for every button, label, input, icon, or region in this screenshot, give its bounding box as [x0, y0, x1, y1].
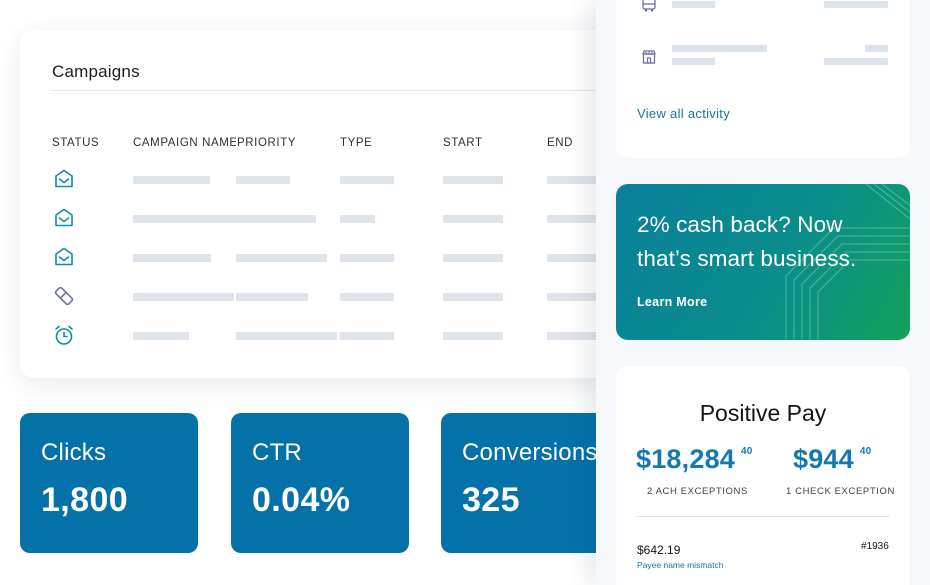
table-row[interactable] — [20, 167, 660, 197]
decorative-lines-graphic — [785, 184, 910, 340]
campaign-name-placeholder — [133, 332, 189, 340]
learn-more-link[interactable]: Learn More — [637, 295, 708, 309]
priority-placeholder — [236, 176, 290, 184]
type-placeholder — [340, 254, 394, 262]
alarm-clock-icon — [55, 325, 73, 345]
type-placeholder — [340, 293, 394, 301]
campaigns-divider — [50, 90, 630, 91]
ach-exceptions-amount[interactable]: $18,284 40 — [636, 444, 753, 475]
activity-placeholder — [672, 58, 715, 65]
activity-amount-placeholder — [824, 1, 888, 8]
end-placeholder — [547, 332, 607, 340]
table-row[interactable] — [20, 206, 660, 236]
right-panel: View all activity 2% cash back? Now that… — [596, 0, 930, 585]
campaigns-card: Campaigns STATUS CAMPAIGN NAME PRIORITY … — [20, 30, 660, 378]
metric-card-ctr[interactable]: CTR 0.04% — [231, 413, 409, 553]
start-placeholder — [443, 176, 503, 184]
check-amount-dollars: $944 — [793, 444, 854, 474]
activity-row[interactable] — [616, 45, 910, 68]
activity-placeholder — [672, 45, 767, 52]
type-placeholder — [340, 332, 394, 340]
activity-row[interactable] — [616, 0, 910, 16]
start-placeholder — [443, 254, 503, 262]
campaign-name-placeholder — [133, 176, 210, 184]
end-placeholder — [547, 254, 607, 262]
column-header-start[interactable]: START — [443, 137, 483, 149]
check-exceptions-amount[interactable]: $944 40 — [793, 444, 871, 475]
metric-value: 325 — [462, 481, 520, 519]
campaigns-title: Campaigns — [52, 62, 140, 81]
activity-card: View all activity — [616, 0, 910, 158]
positive-pay-title: Positive Pay — [699, 400, 827, 426]
view-all-activity-link[interactable]: View all activity — [637, 106, 731, 121]
envelope-icon — [55, 169, 73, 188]
metric-value: 1,800 — [41, 481, 129, 519]
activity-placeholder — [672, 1, 715, 8]
exception-item-note: Payee name mismatch — [637, 560, 724, 570]
ach-exceptions-label: 2 ACH EXCEPTIONS — [647, 486, 748, 497]
check-amount-cents: 40 — [859, 446, 872, 457]
type-placeholder — [340, 176, 394, 184]
priority-placeholder — [236, 293, 308, 301]
end-placeholder — [547, 215, 607, 223]
campaign-name-placeholder — [133, 254, 211, 262]
column-header-end[interactable]: END — [547, 137, 574, 149]
start-placeholder — [443, 332, 503, 340]
campaign-name-placeholder — [133, 215, 316, 223]
bus-icon — [642, 0, 656, 12]
activity-amount-placeholder — [824, 58, 888, 65]
table-row[interactable] — [20, 323, 660, 353]
storefront-icon — [642, 50, 656, 64]
metric-label: Clicks — [41, 439, 107, 466]
column-header-type[interactable]: TYPE — [340, 137, 373, 149]
priority-placeholder — [236, 254, 327, 262]
table-row[interactable] — [20, 245, 660, 275]
column-header-priority[interactable]: PRIORITY — [236, 137, 297, 149]
ach-amount-dollars: $18,284 — [636, 444, 735, 474]
exception-item-amount[interactable]: $642.19 — [637, 543, 681, 557]
priority-placeholder — [236, 332, 337, 340]
metric-label: CTR — [252, 439, 302, 466]
envelope-icon — [55, 247, 73, 266]
promo-banner[interactable]: 2% cash back? Now that’s smart business.… — [616, 184, 910, 340]
column-header-campaign-name[interactable]: CAMPAIGN NAME — [133, 137, 238, 149]
start-placeholder — [443, 215, 503, 223]
end-placeholder — [547, 176, 607, 184]
ach-amount-cents: 40 — [741, 446, 753, 457]
metric-label: Conversions — [462, 439, 598, 466]
positive-pay-divider — [636, 516, 890, 517]
metric-card-clicks[interactable]: Clicks 1,800 — [20, 413, 198, 553]
positive-pay-card: Positive Pay $18,284 40 2 ACH EXCEPTIONS … — [616, 366, 910, 585]
metric-card-conversions[interactable]: Conversions 325 — [441, 413, 619, 553]
envelope-icon — [55, 208, 73, 227]
promo-headline: 2% cash back? Now that’s smart business. — [637, 212, 857, 271]
type-placeholder — [340, 215, 375, 223]
campaign-name-placeholder — [133, 293, 234, 301]
start-placeholder — [443, 293, 503, 301]
metric-value: 0.04% — [252, 481, 351, 519]
end-placeholder — [547, 293, 607, 301]
activity-amount-placeholder — [865, 45, 888, 52]
check-exceptions-label: 1 CHECK EXCEPTION — [786, 486, 895, 497]
table-row[interactable] — [20, 284, 660, 314]
pencil-eraser-icon — [54, 286, 74, 306]
column-header-status[interactable]: STATUS — [52, 137, 100, 149]
exception-item-number: #1936 — [861, 541, 889, 552]
